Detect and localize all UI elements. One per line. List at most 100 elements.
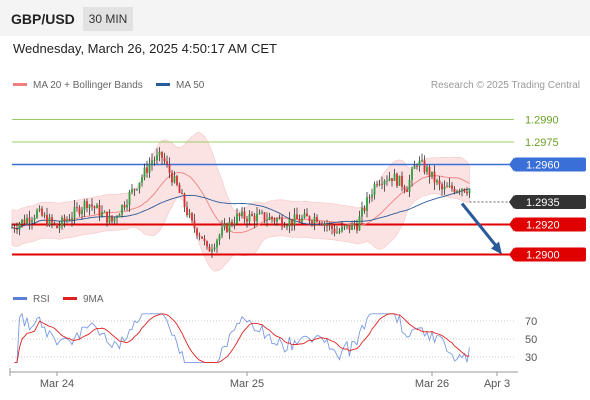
candle-body (371, 194, 373, 198)
candle-body (41, 208, 43, 216)
rsi-tick-30: 30 (525, 352, 537, 364)
candle-body (331, 224, 333, 229)
candle-body (71, 217, 73, 221)
x-tick-label: Apr 3 (484, 378, 510, 390)
candle-body (441, 184, 443, 190)
candle-body (421, 160, 423, 162)
candle-body (201, 236, 203, 239)
candle-body (403, 186, 406, 190)
candle-body (296, 214, 298, 220)
candle-body (376, 184, 378, 185)
candle-body (16, 229, 18, 230)
ma50-line (11, 188, 470, 230)
candle-body (236, 213, 238, 224)
candle-body (56, 223, 58, 229)
candle-body (38, 208, 41, 211)
timeframe-button[interactable]: 30 MIN (83, 7, 133, 31)
x-tick-label: Mar 26 (415, 378, 449, 390)
ma20-line (11, 172, 470, 234)
candle-body (278, 218, 281, 220)
candle-body (448, 185, 451, 188)
candle-body (216, 240, 218, 248)
candle-body (146, 167, 148, 173)
candle-body (391, 178, 393, 181)
candle-body (363, 207, 366, 211)
candle-body (468, 189, 471, 194)
candle-body (128, 192, 131, 205)
candle-body (33, 217, 36, 221)
candle-body (311, 221, 313, 224)
candle-body (321, 223, 323, 226)
level-badge-pointer-1.2900 (509, 247, 514, 262)
candle-body (138, 182, 141, 190)
candle-body (196, 228, 198, 236)
rsi-tick-70: 70 (525, 316, 537, 328)
candle-body (438, 180, 441, 185)
candle-body (426, 166, 428, 173)
candle-body (433, 171, 436, 183)
candle-body (166, 161, 168, 164)
legend-ma20-swatch (13, 82, 27, 86)
candle-body (228, 221, 231, 232)
candle-body (223, 224, 226, 228)
candle-body (368, 197, 371, 198)
candle-body (213, 247, 216, 250)
candle-body (323, 223, 326, 226)
candle-body (316, 216, 318, 222)
candle-body (238, 213, 241, 216)
candle-body (226, 224, 228, 232)
candle-body (401, 175, 403, 187)
candle-body (241, 211, 243, 216)
candle-body (143, 167, 146, 178)
level-label-1.2990: 1.2990 (525, 115, 559, 127)
forecast-arrow-shaft (460, 202, 501, 251)
candle-body (88, 204, 91, 208)
candle-body (53, 222, 56, 224)
candle-body (423, 160, 426, 173)
level-badge-pointer-1.2935 (509, 195, 514, 209)
level-badge-1.2935 (514, 195, 586, 209)
candle-body (431, 171, 433, 177)
candle-body (156, 155, 158, 161)
candle-body (46, 214, 48, 226)
candle-body (273, 219, 276, 222)
candle-body (328, 224, 331, 226)
candle-body (381, 183, 383, 185)
candle-body (108, 215, 111, 223)
candle-body (411, 168, 413, 180)
candle-body (353, 223, 356, 226)
candle-body (466, 191, 468, 194)
candle-body (298, 219, 301, 222)
x-tick-label: Mar 24 (40, 378, 74, 390)
legend-ma50: MA 50 (156, 80, 204, 91)
research-credit: Research © 2025 Trading Central (430, 80, 580, 91)
candle-body (161, 151, 163, 158)
timestamp: Wednesday, March 26, 2025 4:50:17 AM CET (13, 41, 277, 56)
candle-body (428, 166, 431, 177)
level-badge-1.2960 (514, 157, 586, 172)
candle-body (303, 213, 306, 218)
candle-body (98, 205, 101, 216)
candle-body (453, 188, 456, 193)
candle-body (203, 238, 206, 242)
candle-body (76, 207, 78, 208)
level-label-1.2920: 1.2920 (526, 220, 560, 232)
candle-body (413, 165, 416, 169)
candle-body (31, 220, 33, 223)
candle-body (313, 216, 316, 224)
candle-body (348, 225, 351, 230)
candle-body (351, 223, 353, 230)
candle-body (123, 205, 126, 208)
candle-body (131, 188, 133, 193)
candle-body (93, 206, 96, 209)
candle-body (288, 219, 291, 227)
candle-body (341, 226, 343, 232)
candle-body (168, 163, 171, 173)
candle-body (231, 221, 233, 225)
candle-body (293, 214, 296, 225)
candle-body (23, 219, 26, 224)
candle-body (63, 217, 66, 222)
candle-body (291, 219, 293, 225)
candle-body (398, 175, 401, 186)
